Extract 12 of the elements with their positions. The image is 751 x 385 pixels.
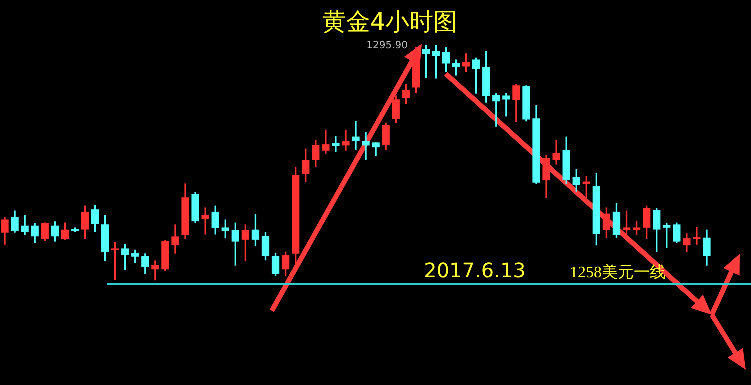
chart-title: 黄金4小时图 bbox=[322, 8, 458, 36]
candlestick bbox=[352, 121, 360, 150]
ref-line-label: 1258美元一线 bbox=[570, 264, 666, 282]
candlestick bbox=[502, 93, 510, 117]
annotation: 2017.6.13 bbox=[424, 258, 526, 283]
candlestick bbox=[332, 136, 340, 152]
candlestick bbox=[152, 260, 160, 281]
candlestick bbox=[362, 132, 370, 160]
candlestick bbox=[693, 227, 701, 245]
candlestick bbox=[342, 130, 350, 151]
annotation: 1295.90 bbox=[366, 40, 408, 52]
candlestick bbox=[202, 208, 210, 235]
